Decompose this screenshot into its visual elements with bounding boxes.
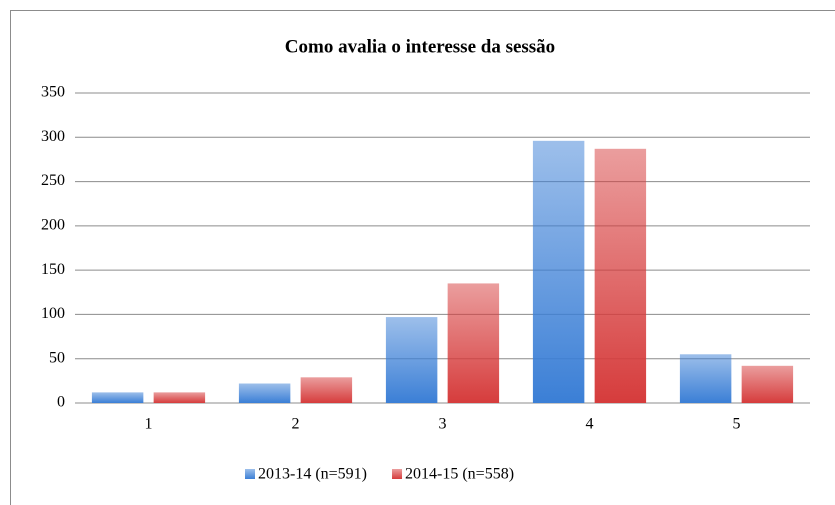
bar: [447, 283, 500, 403]
bar: [300, 377, 353, 403]
legend-label: 2013-14 (n=591): [258, 466, 367, 483]
legend-swatch: [392, 469, 403, 479]
bar: [238, 383, 291, 403]
y-tick-label: 250: [41, 172, 65, 189]
bar: [741, 365, 794, 403]
y-tick-label: 300: [41, 128, 65, 145]
y-tick-label: 100: [41, 305, 65, 322]
bar: [153, 392, 206, 403]
chart-title: Como avalia o interesse da sessão: [285, 36, 555, 57]
x-tick-label: 4: [586, 416, 594, 433]
y-tick-label: 0: [57, 394, 65, 411]
y-tick-label: 150: [41, 261, 65, 278]
legend-swatch: [245, 469, 255, 479]
bar: [385, 317, 438, 403]
x-tick-label: 1: [145, 416, 153, 433]
bar: [91, 392, 144, 403]
bar: [532, 140, 585, 404]
y-tick-label: 50: [49, 349, 65, 366]
x-tick-label: 3: [439, 416, 447, 433]
legend-label: 2014-15 (n=558): [405, 466, 514, 483]
x-tick-label: 5: [733, 416, 741, 433]
x-tick-label: 2: [292, 416, 300, 433]
y-tick-label: 350: [41, 84, 65, 101]
bar: [594, 148, 647, 403]
bar: [679, 354, 732, 403]
chart-frame: [10, 10, 835, 505]
y-tick-label: 200: [41, 217, 65, 234]
